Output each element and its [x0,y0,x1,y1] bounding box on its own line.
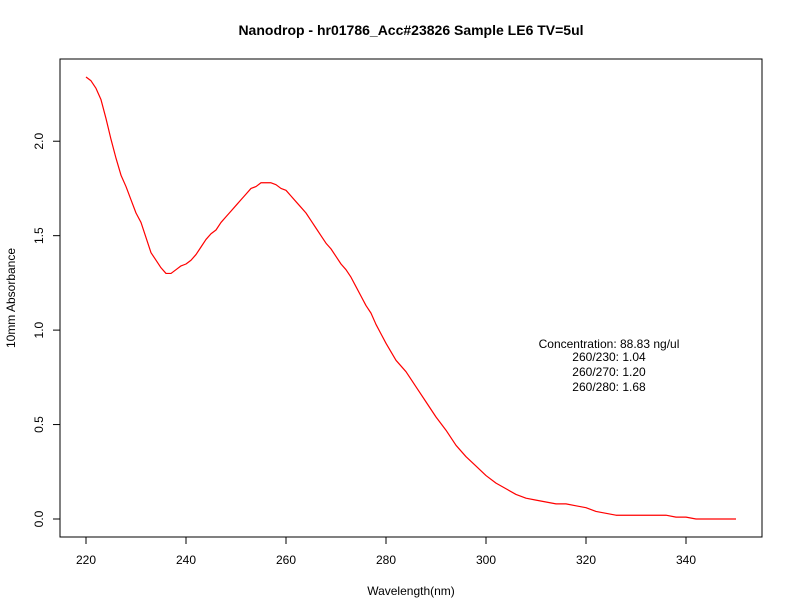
y-axis-label: 10mm Absorbance [4,248,18,348]
y-tick-label: 0.5 [32,416,46,433]
y-tick-label: 1.5 [32,227,46,244]
annotation-ratio-260-230: 260/230: 1.04 [572,350,646,364]
stats-annotation: Concentration: 88.83 ng/ul 260/230: 1.04… [539,337,680,394]
plot-frame [59,58,763,538]
x-tick-label: 320 [576,553,596,567]
x-tick-label: 300 [476,553,496,567]
series-layer [85,76,736,520]
y-tick-label: 1.0 [32,321,46,338]
x-tick-label: 220 [76,553,96,567]
series-line-absorbance [85,76,736,520]
x-tick-label: 240 [176,553,196,567]
x-tick-label: 280 [376,553,396,567]
x-tick-label: 260 [276,553,296,567]
annotation-ratio-260-280: 260/280: 1.68 [572,380,646,394]
chart-title: Nanodrop - hr01786_Acc#23826 Sample LE6 … [238,22,583,38]
x-axis: 220 240 260 280 300 320 340 [76,537,696,567]
y-tick-label: 0.0 [32,510,46,527]
y-axis: 0.0 0.5 1.0 1.5 2.0 [32,133,60,527]
annotation-concentration: Concentration: 88.83 ng/ul [539,337,680,351]
x-axis-label: Wavelength(nm) [367,584,455,598]
y-tick-label: 2.0 [32,133,46,150]
annotation-ratio-260-270: 260/270: 1.20 [572,365,646,379]
x-tick-label: 340 [676,553,696,567]
